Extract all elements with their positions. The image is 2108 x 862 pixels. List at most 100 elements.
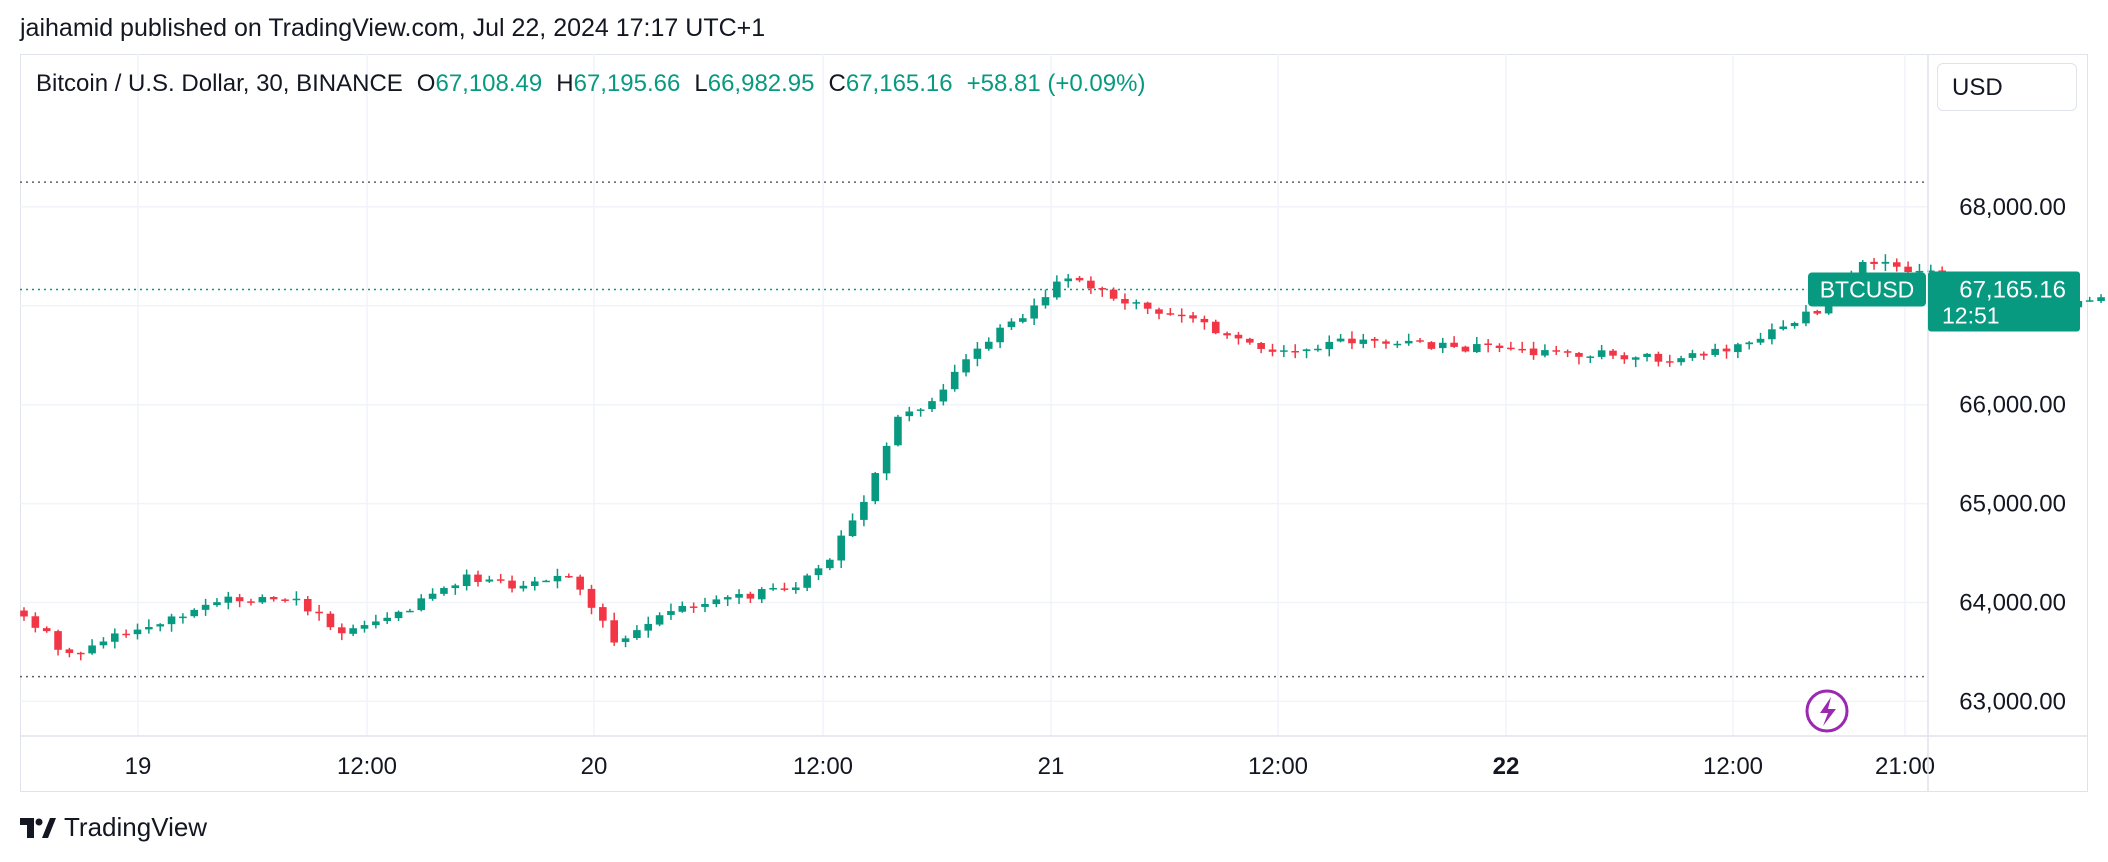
candle-body[interactable]: [1336, 338, 1345, 342]
candle-body[interactable]: [1019, 318, 1027, 322]
candle-body[interactable]: [122, 633, 130, 636]
candle-body[interactable]: [394, 611, 403, 619]
candle-body[interactable]: [894, 416, 902, 446]
candle-body[interactable]: [1722, 348, 1731, 352]
candle-body[interactable]: [440, 588, 448, 594]
candle-body[interactable]: [1915, 270, 1924, 273]
candle-body[interactable]: [1438, 342, 1447, 349]
candle-body[interactable]: [1563, 351, 1572, 353]
candle-body[interactable]: [542, 580, 550, 583]
candle-body[interactable]: [1223, 333, 1231, 336]
candle-body[interactable]: [1200, 318, 1209, 323]
candle-body[interactable]: [235, 597, 244, 602]
candle-body[interactable]: [1927, 270, 1935, 273]
candle-body[interactable]: [1427, 342, 1436, 349]
candle-body[interactable]: [757, 589, 766, 600]
candle-body[interactable]: [1631, 357, 1640, 360]
candle-body[interactable]: [2085, 300, 2094, 302]
candle-body[interactable]: [1041, 297, 1050, 306]
candle-body[interactable]: [1075, 277, 1084, 281]
candle-body[interactable]: [1484, 343, 1492, 345]
candle-body[interactable]: [1518, 348, 1526, 351]
candle-body[interactable]: [1053, 281, 1061, 298]
candle-body[interactable]: [1802, 311, 1810, 324]
candle-body[interactable]: [1064, 278, 1072, 282]
candle-body[interactable]: [1813, 311, 1822, 314]
candle-body[interactable]: [224, 596, 233, 603]
candle-body[interactable]: [814, 568, 823, 576]
candle-body[interactable]: [1314, 348, 1322, 351]
candle-body[interactable]: [1881, 261, 1890, 264]
candle-body[interactable]: [633, 630, 641, 639]
candle-body[interactable]: [179, 616, 187, 619]
candle-body[interactable]: [1098, 288, 1107, 290]
candle-body[interactable]: [1677, 358, 1685, 363]
candle-body[interactable]: [451, 585, 460, 589]
candle-body[interactable]: [156, 624, 164, 627]
candle-body[interactable]: [848, 520, 857, 537]
candle-body[interactable]: [644, 623, 653, 631]
candle-body[interactable]: [837, 535, 845, 561]
candle-body[interactable]: [712, 599, 721, 605]
candle-body[interactable]: [1450, 342, 1458, 347]
candle-body[interactable]: [474, 574, 482, 582]
candle-body[interactable]: [1473, 344, 1481, 353]
currency-button[interactable]: USD: [1937, 63, 2077, 111]
candle-body[interactable]: [1166, 313, 1175, 315]
candle-body[interactable]: [1790, 323, 1799, 327]
candle-body[interactable]: [723, 597, 732, 600]
candle-body[interactable]: [1870, 261, 1878, 264]
candle-body[interactable]: [882, 445, 891, 474]
candle-body[interactable]: [303, 598, 312, 612]
candle-body[interactable]: [1824, 300, 1833, 314]
candle-body[interactable]: [20, 610, 28, 617]
candle-body[interactable]: [201, 604, 210, 610]
candle-body[interactable]: [1348, 338, 1356, 344]
candle-body[interactable]: [1030, 305, 1038, 319]
candle-body[interactable]: [1620, 355, 1629, 360]
candle-body[interactable]: [1597, 350, 1606, 357]
candle-body[interactable]: [667, 611, 675, 615]
candle-body[interactable]: [315, 611, 323, 614]
candle-body[interactable]: [1586, 356, 1595, 358]
chart-frame[interactable]: [20, 54, 2088, 792]
candle-body[interactable]: [1404, 340, 1413, 344]
candle-body[interactable]: [1416, 340, 1424, 342]
candle-body[interactable]: [1121, 298, 1129, 304]
candle-body[interactable]: [247, 601, 255, 603]
candle-body[interactable]: [1246, 338, 1254, 343]
candle-body[interactable]: [1370, 338, 1379, 341]
candle-body[interactable]: [496, 579, 505, 581]
candle-body[interactable]: [1768, 329, 1776, 340]
candle-body[interactable]: [1132, 302, 1141, 304]
candle-body[interactable]: [417, 598, 426, 611]
candle-body[interactable]: [88, 645, 96, 654]
candle-body[interactable]: [973, 348, 982, 359]
candle-body[interactable]: [928, 401, 936, 410]
candle-body[interactable]: [1211, 321, 1220, 334]
candle-body[interactable]: [996, 327, 1004, 343]
candle-body[interactable]: [530, 581, 539, 586]
candle-body[interactable]: [1087, 280, 1095, 289]
candle-body[interactable]: [167, 616, 176, 625]
candle-body[interactable]: [1189, 315, 1197, 319]
candle-body[interactable]: [1654, 353, 1663, 362]
candle-body[interactable]: [621, 638, 630, 642]
candle-body[interactable]: [133, 629, 142, 635]
candle-body[interactable]: [655, 615, 664, 625]
candle-body[interactable]: [338, 627, 346, 634]
candle-body[interactable]: [1688, 353, 1697, 358]
candle-body[interactable]: [1892, 262, 1901, 267]
candle-body[interactable]: [258, 597, 267, 603]
candle-body[interactable]: [735, 594, 743, 598]
lightning-icon[interactable]: [1805, 689, 1849, 733]
candle-body[interactable]: [1280, 350, 1288, 352]
candle-body[interactable]: [1609, 350, 1617, 356]
candle-body[interactable]: [1177, 314, 1186, 317]
candle-body[interactable]: [1143, 302, 1152, 309]
candle-body[interactable]: [76, 652, 85, 655]
candle-body[interactable]: [678, 605, 687, 612]
candle-body[interactable]: [42, 628, 51, 632]
candle-body[interactable]: [31, 616, 40, 628]
